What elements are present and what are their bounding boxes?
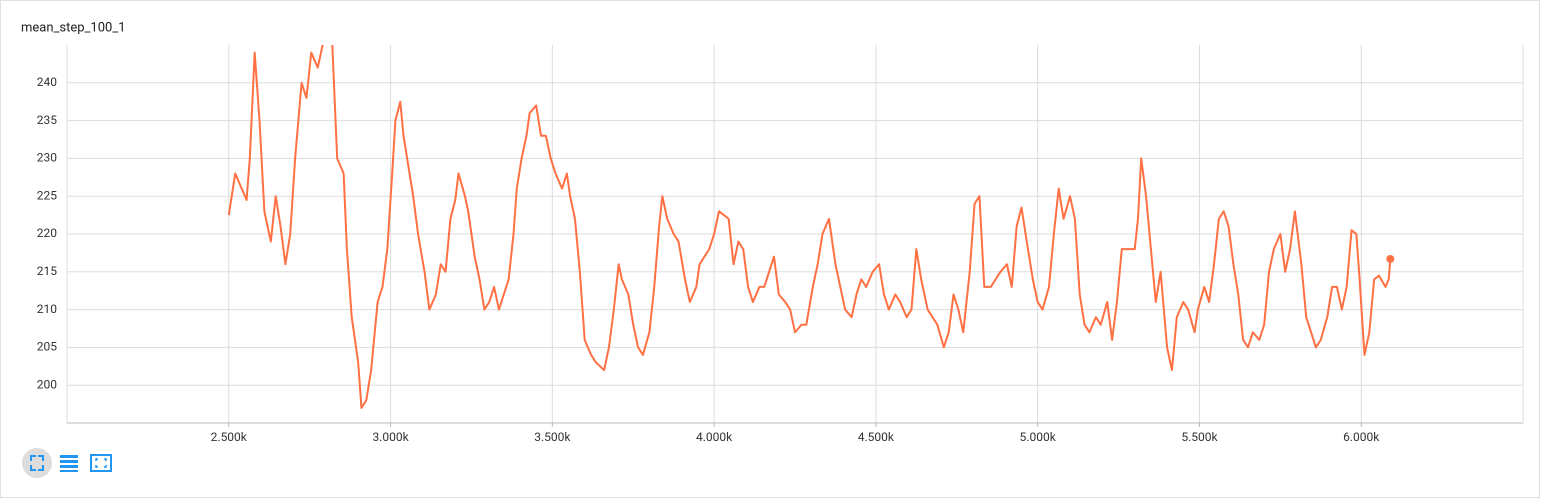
log-scale-icon[interactable] (60, 455, 78, 472)
y-tick-label: 235 (37, 113, 57, 127)
grid (67, 45, 1523, 423)
y-tick-label: 220 (37, 226, 57, 240)
x-tick-label: 4.000k (696, 430, 733, 444)
last-point (1386, 254, 1395, 263)
x-tick-label: 3.000k (372, 430, 409, 444)
y-tick-label: 215 (37, 264, 57, 278)
y-tick-label: 240 (37, 75, 57, 89)
fit-button-bg[interactable] (22, 448, 52, 478)
series-line (227, 45, 1392, 409)
toolbar (22, 448, 112, 478)
x-tick-label: 5.500k (1181, 430, 1218, 444)
fit-icon[interactable] (30, 455, 44, 471)
y-tick-label: 210 (37, 302, 57, 316)
zoom-icon[interactable] (90, 454, 112, 472)
x-tick-label: 4.500k (858, 430, 895, 444)
y-tick-label: 225 (37, 188, 57, 202)
plot-area (227, 45, 1395, 409)
x-tick-label: 5.000k (1020, 430, 1057, 444)
y-tick-label: 230 (37, 151, 57, 165)
x-tick-label: 3.500k (534, 430, 571, 444)
y-tick-label: 200 (37, 377, 57, 391)
chart-title: mean_step_100_1 (21, 20, 126, 35)
x-tick-label: 2.500k (211, 430, 248, 444)
x-tick-label: 6.000k (1343, 430, 1380, 444)
y-tick-label: 205 (37, 340, 57, 354)
